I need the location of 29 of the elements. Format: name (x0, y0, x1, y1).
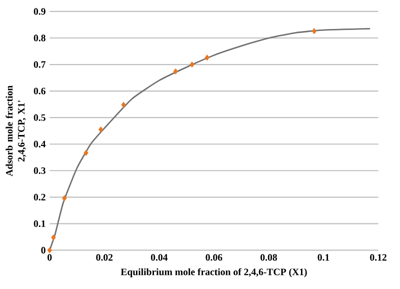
x-tick-label: 0.02 (96, 254, 113, 261)
x-tick-label: 0.04 (150, 254, 168, 261)
point (98, 126, 104, 133)
y-tick-label: 0.8 (34, 34, 46, 42)
point (121, 102, 126, 108)
y-tick-label: 0.6 (34, 88, 46, 94)
y-tick-label: 0.4 (34, 140, 46, 148)
point (47, 247, 52, 254)
x-tick-label: 0 (48, 254, 52, 261)
x-axis-title: Equilibrium mole fraction of 2,4,6-TCP (X1) (120, 268, 307, 278)
y-tick-label: 0.7 (34, 61, 46, 68)
point (84, 150, 88, 156)
x-tick-label: 0.06 (206, 254, 222, 261)
y-tick-label: 0.9 (34, 8, 46, 15)
point (62, 195, 67, 202)
point (173, 68, 178, 74)
y-tick-label: 0 (41, 246, 46, 254)
point (190, 61, 194, 68)
y-tick-label: 0.3 (34, 167, 46, 174)
point (312, 28, 317, 34)
y-tick-label: 0.1 (34, 220, 46, 228)
point (204, 54, 210, 61)
x-tick-label: 0.12 (370, 254, 386, 261)
x-tick-label: 0.1 (318, 254, 330, 261)
x-tick-label: 0.08 (260, 254, 277, 261)
point (51, 234, 56, 241)
y-axis-title: Adsorb mole fraction 2,4,6-TCP, X1' (6, 86, 26, 176)
y-tick-label: 0.2 (34, 194, 46, 200)
y-tick-label: 0.5 (34, 114, 46, 121)
